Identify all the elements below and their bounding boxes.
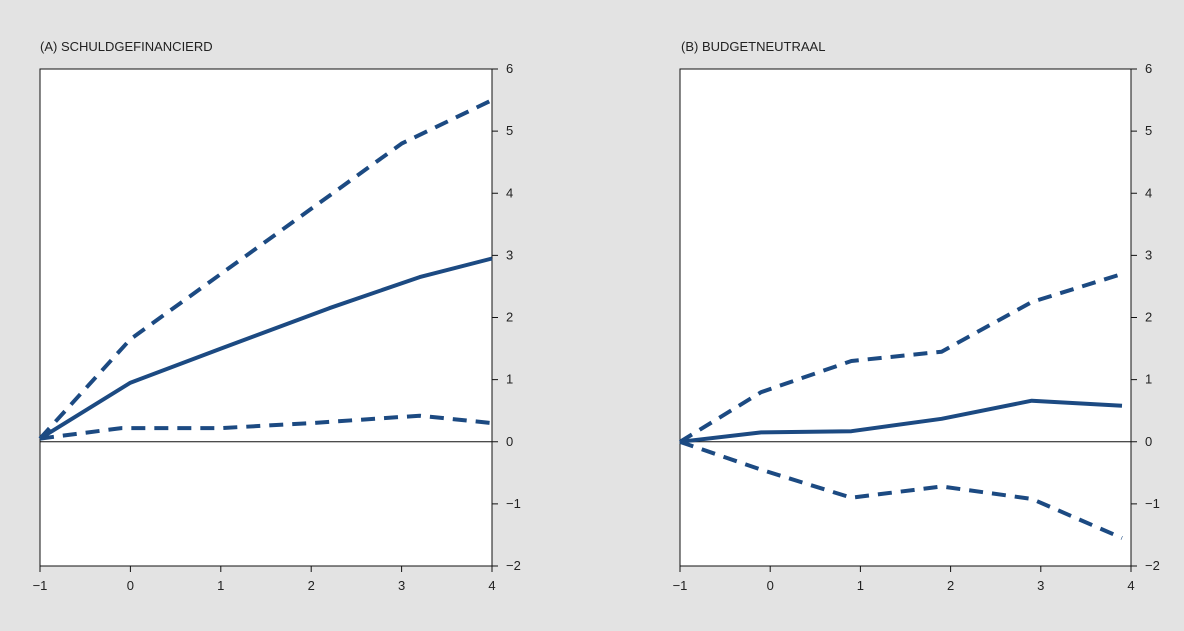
y-tick-label: −1 — [1145, 496, 1160, 511]
y-tick-label: 3 — [1145, 247, 1152, 262]
plot-area — [39, 68, 493, 567]
y-tick-label: 0 — [1145, 434, 1152, 449]
y-tick-label: −1 — [506, 496, 521, 511]
panel-title: (B) BUDGETNEUTRAAL — [681, 39, 825, 54]
y-tick-label: 1 — [506, 372, 513, 387]
y-tick-label: −2 — [1145, 558, 1160, 573]
y-tick-label: −2 — [506, 558, 521, 573]
series-line-solid-0 — [38, 256, 493, 441]
y-tick-label: 4 — [1145, 185, 1152, 200]
x-tick-label: 4 — [1127, 578, 1134, 593]
y-tick-label: 2 — [506, 310, 513, 325]
x-tick-label: −1 — [33, 578, 48, 593]
plot-area — [679, 68, 1132, 567]
x-tick-label: 2 — [308, 578, 315, 593]
panel-b: (B) BUDGETNEUTRAAL −2 −1 0 1 2 3 4 5 6 −1 0 1 2 3 4 — [673, 39, 1160, 593]
x-tick-label: 0 — [767, 578, 774, 593]
y-tick-label: 6 — [506, 61, 513, 76]
x-tick-label: 1 — [857, 578, 864, 593]
x-tick-label: 4 — [488, 578, 495, 593]
x-tick-label: 0 — [127, 578, 134, 593]
y-tick-label: 4 — [506, 185, 513, 200]
y-tick-label: 5 — [1145, 123, 1152, 138]
series-line-dashed-1 — [38, 98, 493, 440]
y-tick-label: 1 — [1145, 372, 1152, 387]
series-line-solid-0 — [679, 398, 1123, 444]
y-tick-label: 2 — [1145, 310, 1152, 325]
x-tick-label: 1 — [217, 578, 224, 593]
y-tick-label: 0 — [506, 434, 513, 449]
x-tick-label: 3 — [398, 578, 405, 593]
series-line-dashed-1 — [678, 272, 1123, 444]
y-tick-label: 3 — [506, 247, 513, 262]
y-tick-label: 5 — [506, 123, 513, 138]
series-line-dashed-2 — [679, 439, 1123, 540]
panel-title: (A) SCHULDGEFINANCIERD — [40, 39, 213, 54]
panel-a: (A) SCHULDGEFINANCIERD −2 −1 0 1 2 3 4 5 6 −1 0 1 2 3 4 — [33, 39, 521, 593]
y-tick-label: 6 — [1145, 61, 1152, 76]
series-line-dashed-2 — [39, 413, 493, 441]
x-tick-label: 3 — [1037, 578, 1044, 593]
x-tick-label: 2 — [947, 578, 954, 593]
x-tick-label: −1 — [673, 578, 688, 593]
